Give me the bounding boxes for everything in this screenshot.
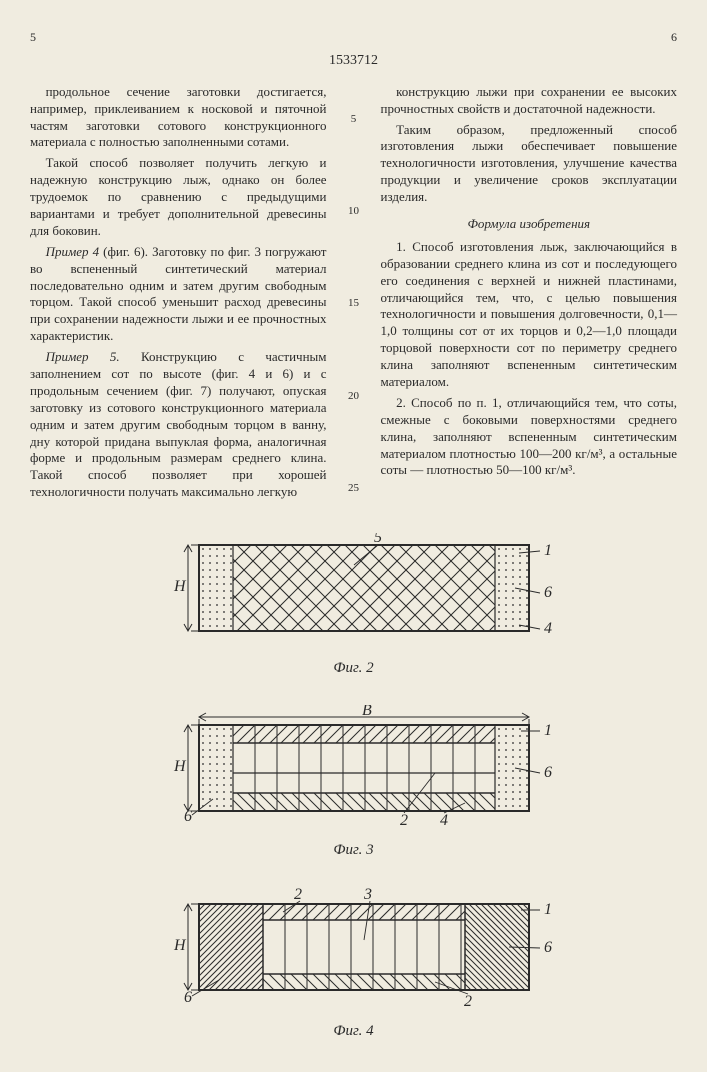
svg-text:1: 1 [544,542,552,559]
svg-text:B: B [362,705,372,719]
svg-text:H: H [173,578,187,595]
right-p2: Таким образом, предложенный способ изгот… [381,122,678,206]
svg-text:4: 4 [544,620,552,637]
svg-text:6: 6 [544,939,552,956]
line-number-gutter: 5 10 15 20 25 [345,84,363,505]
figure-3: B H 1 6 6 2 4 Фиг. 3 [144,705,564,861]
svg-text:2: 2 [400,812,408,829]
svg-text:2: 2 [294,886,302,903]
formula-title: Формула изобретения [381,216,678,233]
svg-text:6: 6 [544,764,552,781]
patent-number: 1533712 [30,52,677,70]
left-p4: Пример 5. Конструкцию с частичным заполн… [30,349,327,501]
right-p3: 1. Способ изготовления лыж, заключающийс… [381,239,678,391]
svg-text:6: 6 [184,989,192,1006]
right-p4: 2. Способ по п. 1, отличающийся тем, что… [381,395,678,479]
fig2-caption: Фиг. 2 [144,659,564,679]
left-p3: Пример 4 (фиг. 6). Заготовку по фиг. 3 п… [30,244,327,345]
fig3-caption: Фиг. 3 [144,841,564,861]
left-p1: продольное сечение заготовки достигается… [30,84,327,152]
left-column: продольное сечение заготовки достигается… [30,84,327,505]
fig4-caption: Фиг. 4 [144,1022,564,1042]
svg-text:4: 4 [440,812,448,829]
figure-4: H 2 3 1 6 6 2 Фиг. 4 [144,886,564,1042]
svg-text:H: H [173,758,187,775]
svg-text:1: 1 [544,901,552,918]
text-columns: продольное сечение заготовки достигается… [30,84,677,505]
right-p1: конструкцию лыжи при сохранении ее высок… [381,84,678,118]
right-column: конструкцию лыжи при сохранении ее высок… [381,84,678,505]
svg-text:5: 5 [374,533,382,546]
page-numbers: 5 6 [30,30,677,46]
page-left: 5 [30,30,36,46]
svg-text:3: 3 [363,886,372,903]
svg-text:H: H [173,937,187,954]
figures-block: H 5 1 6 4 Фиг. 2 B H 1 6 6 2 4 Фиг. 3 H 2 3 1 6 6 2 Фиг.… [30,533,677,1042]
svg-text:2: 2 [464,993,472,1010]
figure-2: H 5 1 6 4 Фиг. 2 [144,533,564,679]
svg-text:6: 6 [544,584,552,601]
page-right: 6 [671,30,677,46]
svg-text:1: 1 [544,722,552,739]
svg-text:6: 6 [184,808,192,825]
left-p2: Такой способ позволяет получить легкую и… [30,155,327,239]
